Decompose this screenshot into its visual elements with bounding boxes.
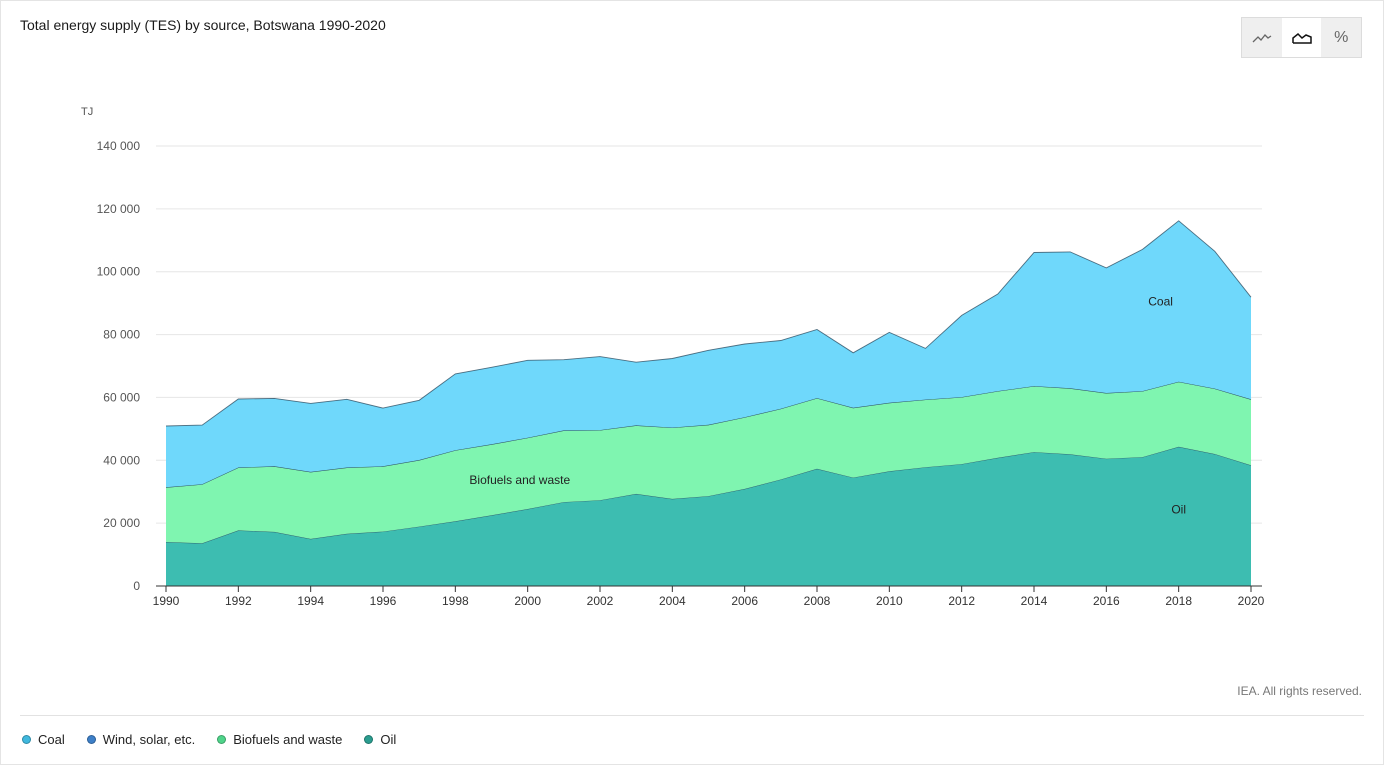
series-label-biofuels-and-waste: Biofuels and waste: [469, 473, 570, 487]
x-tick-label: 2016: [1093, 594, 1120, 608]
area-biofuels-and-waste: [166, 381, 1251, 544]
y-tick-label: 0: [133, 579, 140, 593]
series-label-oil: Oil: [1171, 502, 1186, 516]
y-tick-label: 80 000: [103, 328, 140, 342]
legend-swatch: [22, 735, 31, 744]
legend-item-wind-solar[interactable]: Wind, solar, etc.: [86, 732, 196, 747]
chart-type-toggle: %: [1241, 17, 1362, 58]
y-axis-label: TJ: [81, 106, 93, 118]
line-chart-icon: [1252, 33, 1272, 42]
legend-label: Oil: [380, 732, 397, 747]
x-tick-label: 2010: [876, 594, 903, 608]
area-oil: [166, 446, 1251, 586]
x-tick-label: 1990: [153, 594, 180, 608]
chart-title: Total energy supply (TES) by source, Bot…: [20, 17, 386, 33]
y-tick-label: 20 000: [103, 516, 140, 530]
x-tick-label: 1992: [225, 594, 252, 608]
y-tick-label: 140 000: [97, 139, 141, 153]
series-label-coal: Coal: [1148, 294, 1173, 308]
x-tick-label: 1994: [297, 594, 324, 608]
percent-icon: %: [1334, 28, 1349, 46]
legend-label: Wind, solar, etc.: [102, 732, 196, 747]
x-tick-label: 1998: [442, 594, 469, 608]
legend-swatch: [364, 735, 374, 744]
x-tick-label: 2002: [587, 594, 614, 608]
x-tick-label: 1996: [370, 594, 397, 608]
x-tick-label: 2008: [804, 594, 831, 608]
legend-item-oil[interactable]: Oil: [364, 732, 396, 747]
x-tick-label: 2014: [1021, 594, 1048, 608]
y-tick-label: 60 000: [103, 390, 140, 404]
y-tick-label: 100 000: [97, 265, 141, 279]
legend-swatch: [86, 735, 96, 744]
x-tick-label: 2020: [1238, 594, 1265, 608]
y-tick-label: 40 000: [103, 453, 140, 467]
copyright-credit: IEA. All rights reserved.: [1237, 684, 1362, 698]
x-tick-label: 2006: [731, 594, 758, 608]
legend: Coal Wind, solar, etc. Biofuels and wast…: [22, 732, 396, 747]
area-coal: [166, 220, 1251, 488]
y-tick-label: 120 000: [97, 202, 141, 216]
x-tick-label: 2000: [514, 594, 541, 608]
legend-item-biofuels[interactable]: Biofuels and waste: [217, 732, 342, 747]
legend-label: Biofuels and waste: [233, 732, 343, 747]
area-chart: 0 20 000 40 000 60 000 80 000 100 000 120 000 1…: [81, 106, 1265, 608]
x-tick-label: 2012: [948, 594, 975, 608]
line-chart-toggle[interactable]: [1242, 18, 1282, 57]
area-edge-coal: [165, 220, 1252, 427]
area-chart-toggle[interactable]: [1281, 18, 1322, 57]
legend-label: Coal: [38, 732, 65, 747]
legend-swatch: [217, 735, 227, 744]
area-chart-icon: [1291, 32, 1312, 44]
legend-item-coal[interactable]: Coal: [22, 732, 65, 747]
legend-divider: [20, 715, 1364, 716]
percent-toggle[interactable]: %: [1321, 18, 1361, 57]
x-tick-label: 2018: [1165, 594, 1192, 608]
x-tick-label: 2004: [659, 594, 686, 608]
